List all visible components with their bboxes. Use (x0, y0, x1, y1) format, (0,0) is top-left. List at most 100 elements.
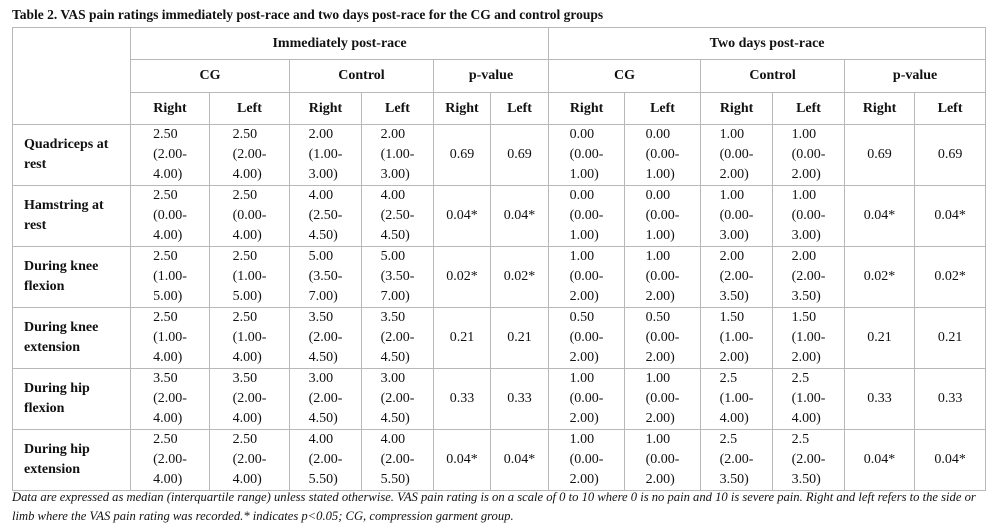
data-cell: 0.02* (914, 246, 987, 308)
cell-line: 4.00) (153, 411, 183, 426)
cell-line: 2.50 (232, 432, 258, 447)
cell-line: 1.00 (791, 127, 817, 142)
cell-line: 0.04* (446, 452, 478, 467)
data-cell: 0.69 (844, 124, 916, 186)
data-cell: 1.50 (1.00- 2.00) (700, 307, 774, 369)
cell-line: (0.00- (791, 147, 826, 162)
data-cell: 5.00 (3.50- 7.00) (289, 246, 362, 308)
cell-block: 5.00 (3.50- 7.00) (309, 247, 343, 307)
cell-block: 0.04* (446, 450, 478, 470)
cell-line: 2.50 (153, 432, 178, 447)
data-cell: 4.00 (2.00- 5.50) (289, 429, 362, 491)
cell-block: 2.50 (1.00- 5.00) (233, 247, 267, 307)
cell-line: 4.50) (380, 411, 410, 426)
cell-block: 2.50 (1.00- 5.00) (153, 247, 187, 307)
data-cell: 0.04* (433, 185, 491, 247)
data-cell: 0.21 (914, 307, 987, 369)
cell-line: 2.00) (569, 411, 599, 426)
data-cell: 2.50 (2.00- 4.00) (130, 429, 210, 491)
side-header: Right (130, 92, 210, 125)
cell-line: (2.00- (719, 452, 754, 467)
data-cell: 3.50 (2.00- 4.50) (289, 307, 362, 369)
cell-block: 1.00 (0.00- 2.00) (720, 125, 754, 185)
cell-line: 1.00 (569, 432, 595, 447)
data-cell: 0.04* (489, 429, 550, 491)
data-cell: 3.00 (2.00- 4.50) (289, 368, 362, 430)
row-label-line: Quadriceps at (24, 137, 109, 152)
cell-line: 2.00) (791, 167, 821, 182)
group-header: Control (700, 59, 846, 93)
cell-block: 0.33 (507, 389, 532, 409)
data-cell: 2.5 (1.00- 4.00) (700, 368, 774, 430)
cell-line: 5.50) (308, 472, 338, 487)
side-header: Right (548, 92, 626, 125)
cell-line: 0.33 (867, 391, 892, 406)
cell-line: 3.50) (791, 472, 821, 487)
row-label-line: Hamstring at (24, 198, 104, 213)
data-cell: 4.00 (2.50- 4.50) (289, 185, 362, 247)
data-cell: 3.00 (2.00- 4.50) (361, 368, 434, 430)
cell-line: (2.00- (232, 391, 267, 406)
cell-line: (0.00- (719, 147, 754, 162)
data-cell: 1.00 (0.00- 2.00) (624, 246, 702, 308)
data-cell: 2.00 (1.00- 3.00) (361, 124, 434, 186)
side-header: Left (624, 92, 702, 125)
data-row: Hamstring at rest 2.50 (0.00- 4.00) 2.50 (0.00… (12, 185, 987, 247)
cell-line: (0.00- (791, 208, 826, 223)
cell-block: 2.50 (2.00- 4.00) (153, 430, 187, 490)
cell-line: 0.02* (863, 269, 896, 284)
cell-line: 3.50 (232, 371, 258, 386)
cell-line: 2.00) (569, 289, 599, 304)
row-label-line: extension (24, 340, 80, 355)
row-label: During hip extension (12, 429, 131, 491)
cell-line: 2.5 (791, 371, 810, 386)
cell-block: 1.50 (1.00- 2.00) (792, 308, 826, 368)
cell-block: 0.02* (446, 267, 478, 287)
side-header: Left (209, 92, 290, 125)
cell-block: 0.00 (0.00- 1.00) (646, 186, 680, 246)
side-header: Left (489, 92, 550, 125)
cell-line: (3.50- (308, 269, 343, 284)
cell-line: 3.00) (380, 167, 410, 182)
cell-block: 0.00 (0.00- 1.00) (570, 125, 604, 185)
cell-line: 4.00) (153, 472, 183, 487)
data-cell: 2.00 (2.00- 3.50) (772, 246, 846, 308)
cell-block: 0.33 (938, 389, 963, 409)
cell-block: 1.00 (0.00- 2.00) (570, 369, 604, 429)
data-cell: 2.50 (2.00- 4.00) (209, 124, 290, 186)
table-body: Quadriceps at rest 2.50 (2.00- 4.00) 2.50 (2.0… (12, 124, 987, 491)
cell-line: (2.00- (791, 269, 826, 284)
cell-line: 1.50 (791, 310, 817, 325)
cell-line: 0.04* (503, 452, 536, 467)
cell-block: 0.50 (0.00- 2.00) (646, 308, 680, 368)
cell-line: 0.21 (937, 330, 963, 345)
cell-block: 0.21 (867, 328, 892, 348)
cell-line: 4.00 (308, 188, 334, 203)
cell-line: 0.69 (449, 147, 475, 162)
cell-line: 3.00) (791, 228, 821, 243)
cell-line: (1.00- (308, 147, 343, 162)
cell-block: 0.00 (0.00- 1.00) (646, 125, 680, 185)
cell-line: 3.50) (791, 289, 821, 304)
cell-line: 4.00) (232, 350, 262, 365)
cell-block: 2.00 (1.00- 3.00) (309, 125, 343, 185)
side-header: Left (914, 92, 987, 125)
cell-block: 1.00 (0.00- 2.00) (646, 369, 680, 429)
cell-line: 2.00) (569, 472, 599, 487)
data-cell: 0.00 (0.00- 1.00) (624, 185, 702, 247)
cell-line: (2.50- (308, 208, 343, 223)
cell-line: 7.00) (308, 289, 338, 304)
data-cell: 0.69 (433, 124, 491, 186)
cell-block: 2.50 (1.00- 4.00) (153, 308, 187, 368)
cell-line: (0.00- (569, 147, 604, 162)
cell-line: 5.50) (380, 472, 410, 487)
cell-line: 2.00) (719, 350, 749, 365)
cell-line: 2.00) (569, 350, 599, 365)
cell-line: 2.00 (791, 249, 817, 264)
cell-block: 3.00 (2.00- 4.50) (381, 369, 415, 429)
data-cell: 0.00 (0.00- 1.00) (548, 124, 626, 186)
data-cell: 0.04* (914, 185, 987, 247)
data-cell: 0.02* (844, 246, 916, 308)
group-header: CG (548, 59, 702, 93)
cell-line: (0.00- (569, 452, 604, 467)
